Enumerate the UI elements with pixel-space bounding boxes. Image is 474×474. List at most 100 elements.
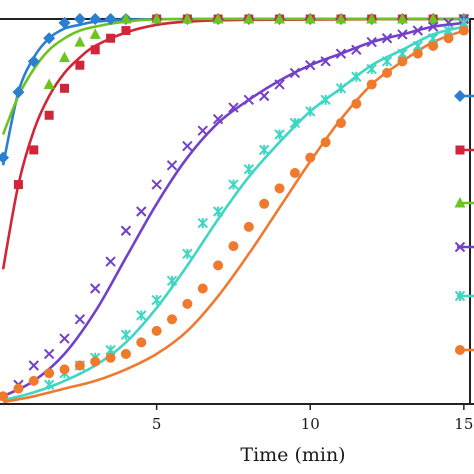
data-point-s6-21 — [305, 152, 316, 163]
legend-entry-5 — [454, 290, 474, 302]
data-point-s5-12 — [212, 206, 224, 217]
data-point-s4-14 — [212, 113, 224, 125]
data-point-s3-5 — [120, 13, 132, 24]
data-point-s2-4 — [60, 83, 70, 93]
data-point-s4-7 — [105, 256, 116, 267]
data-point-s4-23 — [351, 44, 362, 56]
data-point-s5-13 — [228, 179, 239, 190]
data-point-s6-14 — [197, 283, 208, 294]
x-tick-label-15: 15 — [454, 415, 473, 433]
data-point-s3-4 — [89, 28, 101, 39]
data-point-s3-2 — [59, 51, 71, 62]
data-point-s5-6 — [120, 329, 132, 340]
data-point-s6-31 — [458, 25, 469, 36]
data-point-s6-8 — [105, 352, 116, 363]
data-point-s3-15 — [427, 13, 439, 24]
data-point-s5-14 — [243, 163, 255, 175]
fit-curve-2 — [1, 17, 464, 270]
data-point-s6-12 — [167, 314, 178, 325]
data-point-s1-2 — [12, 86, 25, 99]
data-point-s4-27 — [412, 25, 423, 36]
data-point-s4-8 — [120, 225, 132, 236]
data-point-s5-22 — [366, 63, 377, 75]
data-point-s5-8 — [151, 294, 162, 306]
legend-marker-2 — [455, 145, 465, 155]
data-point-s6-17 — [243, 221, 254, 232]
legend-entry-2 — [455, 145, 474, 155]
legend-entry-3 — [454, 197, 474, 208]
data-point-s2-8 — [121, 26, 131, 36]
data-point-s6-1 — [0, 391, 9, 402]
x-tick-label-5: 5 — [152, 415, 162, 433]
data-point-s3-6 — [151, 13, 163, 24]
data-point-s2-5 — [75, 60, 85, 70]
data-point-s5-16 — [274, 129, 285, 140]
data-point-s6-6 — [74, 360, 85, 371]
data-point-s4-5 — [74, 314, 86, 325]
data-point-s4-22 — [335, 48, 347, 59]
legend-entry-6 — [455, 345, 474, 355]
data-point-s3-8 — [212, 13, 224, 24]
fit-curve-4 — [2, 21, 465, 398]
data-point-s4-9 — [136, 206, 147, 217]
data-point-s4-12 — [182, 140, 193, 152]
data-point-s4-13 — [197, 125, 208, 136]
data-point-s6-24 — [351, 98, 362, 109]
data-point-s6-26 — [382, 67, 393, 78]
data-point-s2-6 — [90, 45, 100, 55]
data-point-s6-18 — [259, 198, 270, 209]
x-axis-title: Time (min) — [240, 444, 345, 466]
legend-entry-1 — [454, 90, 474, 102]
data-point-s1-5 — [58, 16, 71, 29]
data-point-s6-20 — [289, 168, 300, 178]
data-point-s3-11 — [304, 13, 316, 24]
data-point-s4-25 — [381, 33, 393, 44]
data-point-s4-3 — [43, 348, 55, 360]
data-point-s4-24 — [366, 36, 377, 48]
legend-marker-4 — [454, 241, 466, 253]
data-point-s5-10 — [182, 248, 193, 260]
data-point-s6-27 — [397, 56, 408, 67]
data-point-s4-16 — [243, 94, 255, 106]
data-point-s6-7 — [90, 356, 101, 367]
legend-marker-1 — [454, 90, 466, 102]
data-point-s3-3 — [74, 36, 86, 47]
data-point-s4-2 — [28, 360, 39, 371]
legend-marker-6 — [455, 345, 465, 355]
data-point-s4-15 — [228, 102, 239, 113]
x-tick-label-10: 10 — [301, 415, 320, 433]
data-point-s2-1 — [13, 180, 23, 190]
data-point-s3-9 — [243, 13, 255, 24]
data-point-s4-11 — [166, 160, 178, 171]
legend — [454, 90, 474, 355]
data-point-s4-19 — [289, 67, 301, 79]
data-point-s4-18 — [274, 79, 285, 90]
data-point-s6-5 — [59, 364, 70, 375]
data-point-s5-21 — [351, 71, 362, 82]
data-point-s5-7 — [136, 310, 147, 321]
data-point-s4-26 — [397, 29, 408, 40]
data-point-s6-28 — [412, 48, 423, 59]
fit-curve-1 — [1, 17, 464, 166]
legend-marker-5 — [454, 290, 466, 302]
data-point-s4-4 — [59, 333, 70, 344]
data-point-s6-16 — [228, 241, 239, 252]
data-point-s1-3 — [27, 55, 40, 68]
data-point-s6-10 — [136, 337, 147, 348]
data-point-s1-7 — [89, 13, 102, 25]
data-point-s6-19 — [274, 183, 285, 194]
data-point-s5-18 — [305, 106, 316, 117]
data-markers — [0, 13, 470, 402]
data-point-s3-10 — [274, 13, 286, 24]
data-point-s1-6 — [73, 13, 86, 25]
data-point-s6-13 — [182, 298, 193, 309]
data-point-s1-4 — [43, 32, 56, 45]
data-point-s6-30 — [443, 33, 454, 44]
data-point-s5-19 — [320, 94, 331, 106]
data-point-s6-2 — [13, 383, 24, 394]
data-point-s3-7 — [181, 13, 193, 24]
data-point-s6-25 — [366, 79, 377, 90]
data-point-s6-15 — [213, 260, 224, 271]
data-point-s4-29 — [443, 17, 454, 29]
